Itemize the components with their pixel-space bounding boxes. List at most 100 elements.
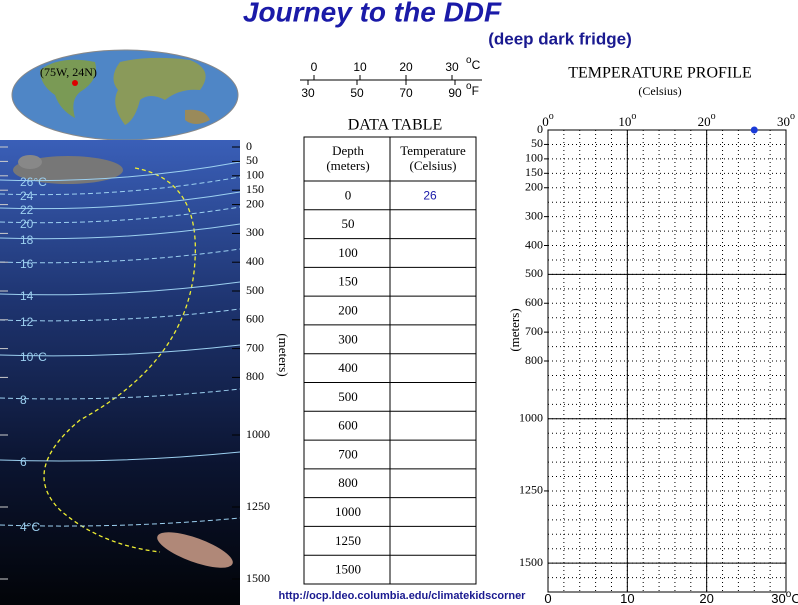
y-tick-label: 600 [525,295,543,309]
depth-header: (meters) [326,158,369,173]
isotherm [0,388,241,400]
footer-url[interactable]: http://ocp.ldeo.columbia.edu/climatekids… [279,590,527,602]
subtitle: (deep dark fridge) [488,29,632,48]
temperature-cell: 26 [423,189,437,203]
degree: o [631,111,636,122]
isotherm-label: 16 [20,257,34,271]
depth-label: 500 [246,283,264,297]
location-label: (75W, 24N) [40,65,97,79]
isotherm [0,344,241,357]
x-tick-number: 20 [699,591,713,605]
unit: F [472,84,479,98]
isotherm-label: 22 [20,203,34,217]
y-tick-label: 300 [525,208,543,222]
x-tick-label-top: 0o [542,111,554,129]
isotherm [0,517,241,527]
x-tick-number: 30 [777,114,790,129]
depth-cell: 1250 [335,533,361,548]
y-tick-label: 0 [537,122,543,136]
depth-label: 1000 [246,427,270,441]
depth-label: 700 [246,340,264,354]
unit-label: oC [466,55,481,73]
x-tick-label-top: 10o [618,111,636,129]
isotherm-label: 18 [20,233,34,247]
depth-label: 1250 [246,499,270,513]
depth-cell: 200 [338,303,358,318]
title: Journey to the DDF [243,0,502,27]
x-tick-label: 10 [620,591,634,605]
isotherm-label: 4°C [20,520,40,534]
isotherm [0,308,241,322]
celsius-label: 0 [311,60,318,74]
depth-label: 400 [246,254,264,268]
depth-cell: 0 [345,187,352,202]
isotherm-label: 20 [20,217,34,231]
degree: o [549,111,554,122]
x-tick-number: 10 [620,591,634,605]
plot-frame [547,129,787,593]
unit-label: oF [466,81,479,99]
y-tick-label: 800 [525,353,543,367]
celsius-label: 30 [445,60,459,74]
profile-point [750,126,758,134]
isotherm-label: 24 [20,189,34,203]
x-tick-number: 30 [771,591,785,605]
depth-cell: 100 [338,245,358,260]
fahrenheit-label: 70 [399,86,413,100]
depth-cell: 700 [338,446,358,461]
isotherm-label: 26°C [20,175,47,189]
x-tick-label-top: 30o [777,111,795,129]
depth-label: 0 [246,139,252,153]
temperature-header: Temperature [400,143,466,158]
x-tick-number: 0 [542,114,549,129]
isotherm-label: 14 [20,289,34,303]
isotherm-label: 12 [20,315,34,329]
depth-cell: 1500 [335,562,361,577]
isotherm [0,161,241,182]
depth-label: 600 [246,312,264,326]
y-tick-label: 500 [525,266,543,280]
degree: o [790,111,795,122]
degree: o [711,111,716,122]
degree: o [786,589,792,600]
depth-label: 200 [246,196,264,210]
y-tick-label: 150 [525,165,543,179]
y-tick-label: 400 [525,237,543,251]
y-tick-label: 1250 [519,483,543,497]
isotherm [0,223,241,240]
y-tick-label: 100 [525,151,543,165]
depth-cell: 300 [338,331,358,346]
depth-cell: 800 [338,475,358,490]
isotherm [0,191,241,210]
ocean-panel [0,140,241,605]
isotherm [0,206,241,224]
ocean-axis-label: (meters) [276,333,291,376]
fahrenheit-label: 30 [301,86,315,100]
unit: C [791,591,798,605]
depth-cell: 150 [338,274,358,289]
depth-label: 150 [246,182,264,196]
x-tick-label-top: 20o [698,111,716,129]
x-tick-label: 30oC [771,589,798,605]
depth-cell: 1000 [335,504,361,519]
x-tick-label: 0 [544,591,551,605]
depth-cell: 400 [338,360,358,375]
depth-cell: 600 [338,418,358,433]
isotherm [0,451,241,462]
table-title: DATA TABLE [348,117,442,134]
profile-title: TEMPERATURE PROFILE [568,65,752,82]
x-tick-number: 20 [698,114,711,129]
x-tick-label: 20 [699,591,713,605]
profile-y-label: (meters) [507,308,522,351]
y-tick-label: 700 [525,324,543,338]
celsius-label: 10 [353,60,367,74]
fahrenheit-label: 90 [448,86,462,100]
isotherm [0,248,241,264]
celsius-label: 20 [399,60,413,74]
y-tick-label: 50 [531,136,543,150]
profile-subtitle: (Celsius) [638,84,681,98]
y-tick-label: 200 [525,180,543,194]
depth-label: 50 [246,153,258,167]
temperature-header: (Celsius) [410,158,457,173]
